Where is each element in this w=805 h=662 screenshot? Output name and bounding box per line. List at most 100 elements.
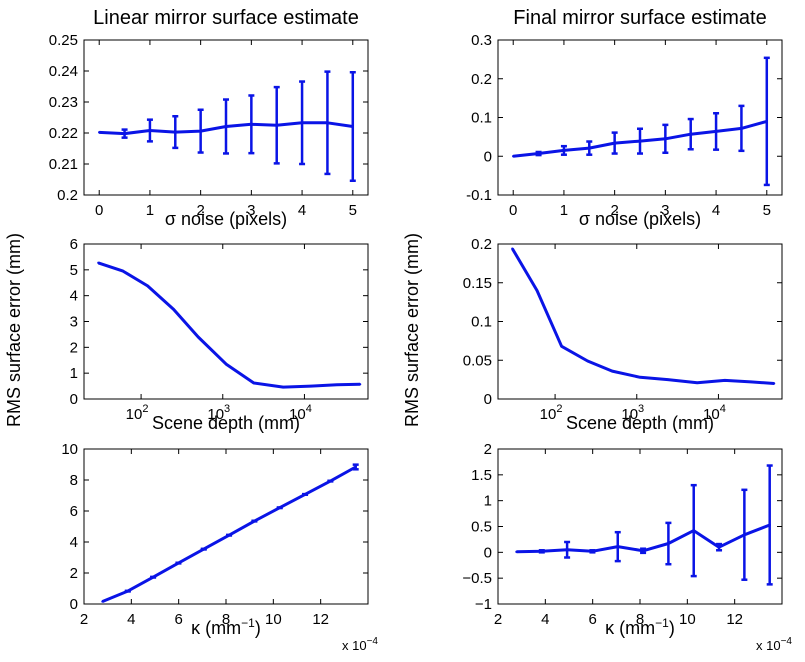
y-tick-label: 4 (70, 534, 78, 551)
data-point (252, 381, 256, 385)
data-point (562, 149, 566, 152)
x-axis-multiplier-base: x 10 (756, 638, 781, 653)
data-point (772, 382, 776, 385)
x-tick-label: 8 (636, 611, 644, 628)
x-tick-label: 0 (509, 202, 517, 219)
chart-panel-tr: -0.1 0 0.1 0.2 0.3 0 1 2 3 4 5 Final mirror surface… (466, 7, 783, 229)
data-point (202, 547, 205, 551)
data-point (610, 369, 614, 373)
x-tick-label: 1 (560, 202, 568, 219)
y-tick-label: 0 (484, 148, 492, 165)
data-point (151, 575, 155, 579)
y-tick-label: 0 (70, 596, 78, 613)
data-point (172, 308, 175, 311)
y-tick-label: 1 (70, 365, 78, 382)
x-axis-multiplier-base: x 10 (342, 638, 367, 653)
x-tick-label: 104 (289, 403, 312, 423)
chart-panel-br: −1−0.500.511.522 4 6 8 10 12κ (mm−1)x 10−4 (462, 441, 792, 653)
plot-area-tl (83, 39, 369, 196)
x-tick-label: 1 (146, 202, 154, 219)
data-point (224, 125, 228, 128)
x-tick-label: 4 (712, 202, 720, 219)
y-tick-label: 0.05 (463, 352, 492, 369)
data-point (638, 376, 642, 379)
data-point (515, 550, 518, 554)
data-point (351, 125, 354, 128)
y-tick-label: 8 (70, 472, 78, 489)
x-tick-label: 6 (174, 611, 182, 628)
x-axis-multiplier: x 10−4 (342, 636, 378, 653)
y-tick-label: 10 (61, 441, 78, 458)
y-tick-label: 0.23 (49, 94, 78, 111)
data-point (335, 383, 339, 386)
x-tick-base: 10 (126, 406, 143, 423)
x-axis-label-part: ) (255, 618, 261, 638)
y-tick-label: 0.25 (49, 32, 78, 49)
x-tick-exponent: 2 (142, 403, 148, 415)
x-tick-label: 10 (265, 611, 282, 628)
plot-area-br (497, 448, 783, 605)
data-point (123, 132, 126, 135)
x-tick-exponent: 4 (720, 403, 726, 415)
x-tick-base: 10 (540, 406, 557, 423)
data-point (560, 345, 563, 348)
y-tick-label: 0.2 (57, 187, 78, 204)
x-tick-exponent: 3 (224, 403, 230, 415)
series-line (511, 247, 775, 385)
x-tick-label: 5 (763, 202, 771, 219)
data-point (250, 123, 253, 126)
data-point (743, 533, 746, 536)
data-point (196, 335, 200, 339)
y-axis-label-right: RMS surface error (mm) (402, 233, 422, 427)
x-axis-label: κ (mm−1) (605, 616, 675, 638)
x-tick-label: 102 (540, 403, 563, 423)
x-tick-label: 4 (298, 202, 306, 219)
x-tick-label: 0 (95, 202, 103, 219)
data-point (309, 384, 313, 388)
data-point (278, 506, 281, 509)
chart-title: Linear mirror surface estimate (93, 7, 359, 29)
data-point (765, 120, 768, 123)
x-axis-label-part: κ (mm (191, 618, 241, 638)
plot-area-tr (497, 39, 783, 196)
data-point (354, 465, 357, 469)
y-tick-label: 0.24 (49, 63, 78, 80)
data-point (121, 269, 125, 273)
y-tick-label: 0 (484, 391, 492, 408)
series-line (97, 261, 361, 389)
data-point (586, 359, 589, 363)
data-point (540, 550, 543, 553)
y-tick-label: -0.1 (466, 187, 492, 204)
data-point (692, 529, 695, 532)
x-tick-exponent: 2 (556, 403, 562, 415)
data-point (146, 284, 149, 288)
data-point (723, 379, 727, 382)
y-tick-label: 0 (70, 391, 78, 408)
data-point (512, 155, 515, 158)
x-tick-exponent: 4 (306, 403, 312, 415)
x-tick-label: 3 (247, 202, 255, 219)
data-point (358, 383, 362, 386)
x-tick-base: 10 (703, 406, 720, 423)
x-tick-label: 6 (588, 611, 596, 628)
y-tick-label: 1.5 (471, 467, 492, 484)
data-point (126, 589, 129, 593)
data-point (511, 247, 514, 250)
data-point (588, 146, 591, 150)
data-point (749, 380, 753, 384)
data-point (768, 523, 771, 527)
x-axis-label-exponent: −1 (241, 616, 255, 630)
y-tick-label: 0 (484, 544, 492, 561)
data-point (664, 137, 667, 141)
data-point (303, 493, 307, 496)
data-point (613, 141, 616, 145)
y-tick-label: 6 (70, 503, 78, 520)
data-point (148, 129, 152, 132)
y-tick-label: 2 (70, 339, 78, 356)
x-tick-label: 104 (703, 403, 726, 423)
chart-title: Final mirror surface estimate (513, 7, 766, 29)
